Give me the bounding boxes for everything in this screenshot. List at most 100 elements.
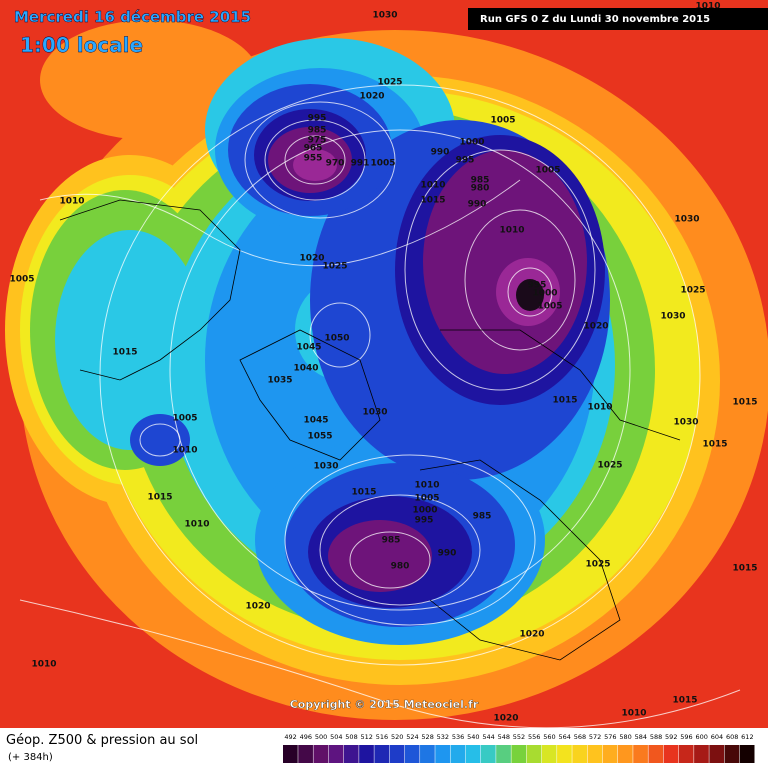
- scale-label: 576: [604, 733, 616, 741]
- scale-label: 556: [528, 733, 540, 741]
- scale-label: 564: [558, 733, 570, 741]
- isobar-label: 980: [391, 562, 410, 572]
- scale-swatch: [496, 745, 511, 763]
- scale-swatch: [633, 745, 648, 763]
- isobar-label: 1010: [587, 403, 612, 413]
- scale-swatch: [283, 745, 298, 763]
- scale-swatch: [465, 745, 481, 763]
- isobar-label: 1045: [303, 416, 328, 426]
- scale-swatch: [709, 745, 725, 763]
- isobar-label: 1020: [299, 254, 324, 264]
- isobar-label: 1010: [172, 446, 197, 456]
- isobar-label: 1025: [322, 262, 347, 272]
- isobar-label: 1015: [552, 396, 577, 406]
- scale-label: 592: [665, 733, 677, 741]
- isobar-label: 995: [308, 114, 327, 124]
- scale-label: 548: [498, 733, 510, 741]
- scale-label: 588: [650, 733, 662, 741]
- isobar-label: 1055: [307, 432, 332, 442]
- scale-swatch: [404, 745, 420, 763]
- color-scale: 492 496 500 504 508 512 516 520 524 528 532 536 540 5…: [283, 733, 755, 763]
- isobar-label: 1000: [532, 289, 557, 299]
- scale-label: 536: [452, 733, 464, 741]
- scale-label: 584: [635, 733, 647, 741]
- isobar-label: 965: [304, 144, 323, 154]
- scale-swatch: [541, 745, 557, 763]
- scale-label: 496: [300, 733, 312, 741]
- isobar-label: 1005: [490, 116, 515, 126]
- isobar-label: 1015: [351, 488, 376, 498]
- scale-swatch: [602, 745, 618, 763]
- scale-label: 500: [315, 733, 327, 741]
- scale-label: 524: [406, 733, 418, 741]
- isobar-label: 1020: [519, 630, 544, 640]
- isobar-label: 1015: [112, 348, 137, 358]
- isobar-label: 1005: [9, 275, 34, 285]
- scale-label: 572: [589, 733, 601, 741]
- scale-swatch: [557, 745, 572, 763]
- scale-swatch: [511, 745, 527, 763]
- scale-swatch: [617, 745, 633, 763]
- isobar-label: 1005: [370, 159, 395, 169]
- coastlines: [59, 199, 681, 661]
- isobar-label: 1030: [313, 462, 338, 472]
- isobar-label: 1035: [267, 376, 292, 386]
- scale-label: 600: [695, 733, 707, 741]
- scale-label: 608: [726, 733, 738, 741]
- scale-label: 540: [467, 733, 479, 741]
- isobar-label: 1015: [672, 696, 697, 706]
- isobar-label: 1015: [732, 564, 757, 574]
- isobar-label: 995: [415, 516, 434, 526]
- scale-label: 516: [376, 733, 388, 741]
- isobar-label: 1020: [493, 714, 518, 724]
- isobar-label: 990: [468, 200, 487, 210]
- scale-swatch: [678, 745, 694, 763]
- scale-swatch: [420, 745, 435, 763]
- field: [0, 0, 768, 728]
- isobar-label: 985: [382, 536, 401, 546]
- isobar-label: 1030: [660, 312, 685, 322]
- scale-label: 568: [574, 733, 586, 741]
- isobar-label: 1050: [324, 334, 349, 344]
- isobar-label: 995: [456, 156, 475, 166]
- isobar-label: 1005: [537, 302, 562, 312]
- scale-swatch: [313, 745, 329, 763]
- scale-label: 492: [284, 733, 296, 741]
- scale-swatch: [694, 745, 709, 763]
- scale-swatch: [648, 745, 664, 763]
- isobar-label: 1010: [499, 226, 524, 236]
- scale-label: 504: [330, 733, 342, 741]
- map-time: 1:00 locale: [20, 33, 143, 57]
- isobar-label: 1005: [535, 166, 560, 176]
- isobar-label: 1015: [147, 493, 172, 503]
- scale-label: 612: [741, 733, 753, 741]
- scale-swatch: [572, 745, 588, 763]
- isobar-label: 970: [326, 159, 345, 169]
- scale-swatch: [435, 745, 450, 763]
- isobar-label: 991: [351, 159, 370, 169]
- isobar-label: 1015: [732, 398, 757, 408]
- isobar-label: 1010: [420, 181, 445, 191]
- isobar-label: 995: [528, 281, 547, 291]
- isobar-label: 1000: [412, 506, 437, 516]
- isobar-label: 1010: [695, 2, 720, 12]
- isobar-label: 1025: [680, 286, 705, 296]
- scale-swatch: [298, 745, 313, 763]
- scale-swatch: [724, 745, 740, 763]
- isobar-label: 1020: [359, 92, 384, 102]
- isobar-label: 955: [304, 154, 323, 164]
- scale-label: 532: [437, 733, 449, 741]
- isobar-label: 1005: [414, 494, 439, 504]
- scale-label: 596: [680, 733, 692, 741]
- isobar-label: 1020: [583, 322, 608, 332]
- isobar-label: 980: [471, 184, 490, 194]
- scale-label: 528: [421, 733, 433, 741]
- scale-swatch: [480, 745, 496, 763]
- run-info: Run GFS 0 Z du Lundi 30 novembre 2015: [480, 14, 710, 25]
- isobar-label: 1010: [59, 197, 84, 207]
- scale-swatch: [587, 745, 603, 763]
- isobar-label: 1030: [674, 215, 699, 225]
- isobar-label: 1020: [245, 602, 270, 612]
- scale-swatch: [450, 745, 466, 763]
- scale-swatch: [663, 745, 679, 763]
